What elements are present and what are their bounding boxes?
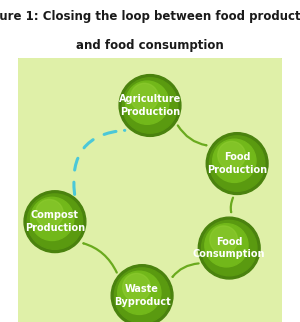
FancyArrowPatch shape: [172, 263, 199, 277]
Text: Food
Consumption: Food Consumption: [193, 237, 266, 259]
Text: Compost
Production: Compost Production: [25, 211, 85, 233]
Circle shape: [218, 141, 245, 169]
Circle shape: [119, 75, 181, 137]
Circle shape: [209, 136, 265, 191]
Text: Figure 1: Closing the loop between food production: Figure 1: Closing the loop between food …: [0, 10, 300, 23]
Text: and food consumption: and food consumption: [76, 39, 224, 52]
Circle shape: [202, 220, 257, 276]
Circle shape: [213, 139, 256, 183]
Circle shape: [31, 197, 74, 241]
Circle shape: [126, 81, 169, 124]
Circle shape: [118, 271, 161, 315]
FancyArrowPatch shape: [231, 198, 233, 212]
Circle shape: [130, 83, 158, 111]
FancyArrowPatch shape: [178, 126, 206, 145]
Circle shape: [111, 265, 173, 322]
FancyArrowPatch shape: [74, 130, 125, 194]
Circle shape: [35, 200, 63, 227]
Circle shape: [114, 268, 170, 322]
Circle shape: [206, 133, 268, 194]
Text: Waste
Byproduct: Waste Byproduct: [114, 284, 170, 307]
Circle shape: [27, 194, 83, 249]
FancyBboxPatch shape: [15, 53, 285, 322]
Circle shape: [210, 226, 238, 254]
Text: Agriculture
Production: Agriculture Production: [119, 94, 181, 117]
FancyArrowPatch shape: [83, 243, 117, 272]
Circle shape: [24, 191, 86, 252]
Circle shape: [198, 217, 260, 279]
Circle shape: [123, 273, 150, 301]
Text: Food
Production: Food Production: [207, 152, 267, 175]
Circle shape: [122, 78, 178, 133]
Circle shape: [205, 224, 248, 267]
